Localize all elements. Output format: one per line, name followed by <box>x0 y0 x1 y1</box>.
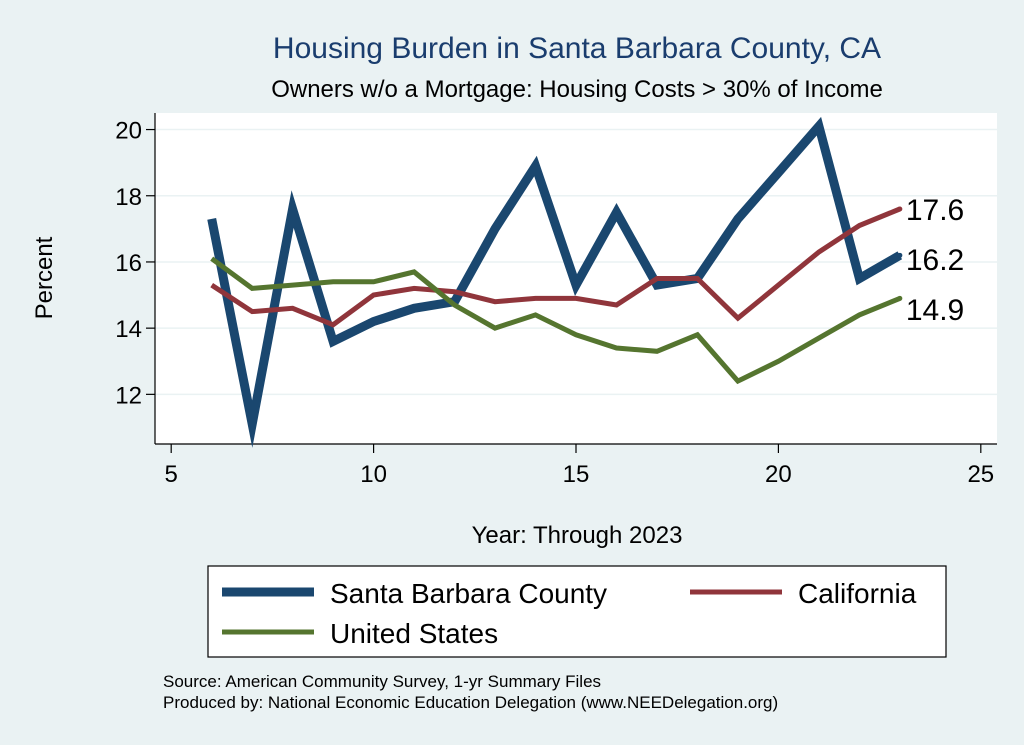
series-line-california <box>210 206 901 328</box>
legend-label-santa-barbara-county: Santa Barbara County <box>330 578 607 609</box>
x-axis-title: Year: Through 2023 <box>472 522 683 549</box>
x-tick-label-5: 5 <box>165 461 178 488</box>
y-axis-ticks: 12 14 16 18 20 <box>115 118 155 409</box>
x-tick-label-25: 25 <box>967 461 994 488</box>
x-axis-ticks: 5 10 15 20 25 <box>165 444 994 488</box>
chart-title: Housing Burden in Santa Barbara County, … <box>273 32 881 65</box>
chart-subtitle: Owners w/o a Mortgage: Housing Costs > 3… <box>271 76 883 103</box>
end-label-santa-barbara-county: 16.2 <box>906 244 964 277</box>
end-point-santa-barbara-county <box>897 252 903 258</box>
x-tick-label-20: 20 <box>765 461 792 488</box>
series-lines <box>207 116 903 448</box>
end-label-united-states: 14.9 <box>906 294 964 327</box>
y-tick-label-18: 18 <box>115 184 142 211</box>
x-tick-label-15: 15 <box>563 461 590 488</box>
legend: Santa Barbara County California United S… <box>207 565 947 658</box>
y-axis-title: Percent <box>31 236 58 319</box>
y-tick-label-16: 16 <box>115 250 142 277</box>
legend-label-california: California <box>798 578 917 609</box>
x-tick-label-10: 10 <box>360 461 387 488</box>
source-note: Source: American Community Survey, 1-yr … <box>163 672 601 691</box>
legend-box <box>207 565 947 658</box>
end-label-california: 17.6 <box>906 194 964 227</box>
y-tick-label-20: 20 <box>115 118 142 145</box>
produced-by-note: Produced by: National Economic Education… <box>163 693 778 712</box>
end-labels: 17.6 16.2 14.9 <box>906 194 964 327</box>
series-line-santa-barbara-county <box>207 116 903 448</box>
series-line-united-states <box>210 256 901 385</box>
end-point-united-states <box>897 295 903 301</box>
y-tick-label-14: 14 <box>115 316 142 343</box>
end-point-california <box>897 206 903 212</box>
y-tick-label-12: 12 <box>115 382 142 409</box>
legend-label-united-states: United States <box>330 618 498 649</box>
